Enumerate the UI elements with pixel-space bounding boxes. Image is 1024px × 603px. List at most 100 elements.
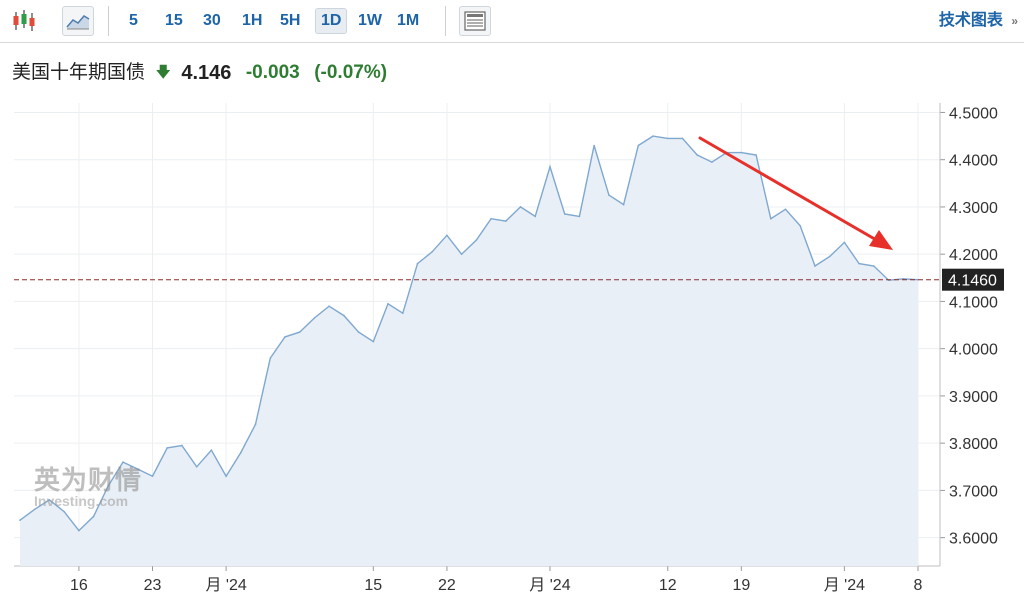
y-tick-label: 4.0000 <box>949 342 998 359</box>
data-point <box>196 466 198 468</box>
data-point <box>417 263 419 265</box>
x-tick-label: 12 <box>659 577 677 594</box>
x-tick-label: 月 '24 <box>205 577 246 594</box>
data-point <box>770 218 772 220</box>
x-tick-label: 22 <box>438 577 456 594</box>
x-tick-label: 月 '24 <box>529 577 570 594</box>
data-point <box>166 447 168 449</box>
chart-toolbar: 5 15 30 1H 5H 1D 1W 1M 技术图表 » <box>0 0 1024 43</box>
data-point <box>343 315 345 317</box>
quote-header: 美国十年期国债 🡇 4.146 -0.003 (-0.07%) <box>12 59 387 87</box>
x-tick-label: 15 <box>364 577 382 594</box>
tech-chart-label: 技术图表 <box>939 12 1003 29</box>
timeframe-1h-button[interactable]: 1H <box>237 8 267 34</box>
area-chart-icon[interactable] <box>62 6 94 36</box>
investing-watermark: 英为财情 Investing.com <box>34 460 142 509</box>
tech-chart-link[interactable]: 技术图表 » <box>939 8 1018 34</box>
data-point <box>93 516 95 518</box>
y-tick-label: 4.2000 <box>949 247 998 264</box>
candlestick-icon[interactable] <box>8 6 40 36</box>
toolbar-separator <box>108 6 109 36</box>
data-point <box>682 138 684 140</box>
data-point <box>741 152 743 154</box>
data-point <box>564 213 566 215</box>
data-point <box>255 424 257 426</box>
timeframe-5h-button[interactable]: 5H <box>275 8 305 34</box>
data-point <box>667 138 669 140</box>
y-tick-label: 3.9000 <box>949 389 998 406</box>
timeframe-1w-button[interactable]: 1W <box>353 8 387 34</box>
data-point <box>63 511 65 513</box>
data-point <box>402 312 404 314</box>
y-tick-label: 4.5000 <box>949 105 998 122</box>
data-point <box>299 331 301 333</box>
x-tick-label: 19 <box>732 577 750 594</box>
y-tick-label: 3.6000 <box>949 531 998 548</box>
yield-area-chart: 4.5000 4.4000 4.3000 4.2000 4.1000 4.0000 3.90… <box>0 95 1024 603</box>
y-tick-label: 4.4000 <box>949 153 998 170</box>
data-point <box>270 357 272 359</box>
data-point <box>593 145 595 147</box>
data-point <box>490 218 492 220</box>
watermark-cn: 英为财情 <box>34 460 142 497</box>
data-point <box>755 154 757 156</box>
data-point <box>549 166 551 168</box>
chevron-right-icon: » <box>1011 14 1018 28</box>
data-point <box>181 445 183 447</box>
data-point <box>358 331 360 333</box>
data-point <box>431 251 433 253</box>
data-point <box>78 530 80 532</box>
price-change: -0.003 <box>246 59 300 87</box>
instrument-name: 美国十年期国债 <box>12 59 145 87</box>
data-point <box>461 253 463 255</box>
arrow-down-icon: 🡇 <box>155 59 170 87</box>
data-point <box>814 265 816 267</box>
timeframe-15-button[interactable]: 15 <box>160 8 188 34</box>
y-tick-label: 3.8000 <box>949 436 998 453</box>
news-layout-icon[interactable] <box>459 6 491 36</box>
data-point <box>476 239 478 241</box>
timeframe-30-button[interactable]: 30 <box>198 8 226 34</box>
data-point <box>844 242 846 244</box>
data-point <box>211 449 213 451</box>
x-tick-label: 16 <box>70 577 88 594</box>
x-tick-label: 23 <box>144 577 162 594</box>
x-tick-label: 月 '24 <box>824 577 865 594</box>
data-point <box>534 216 536 218</box>
price-change-percent: (-0.07%) <box>314 59 387 87</box>
current-price-label: 4.1460 <box>948 273 997 290</box>
last-price: 4.146 <box>181 59 231 87</box>
data-point <box>711 161 713 163</box>
data-point <box>799 225 801 227</box>
timeframe-1d-button[interactable]: 1D <box>315 8 347 34</box>
data-point <box>240 452 242 454</box>
watermark-en: Investing.com <box>34 493 142 509</box>
y-tick-label: 3.7000 <box>949 483 998 500</box>
data-point <box>520 206 522 208</box>
data-point <box>19 519 21 521</box>
data-point <box>328 305 330 307</box>
toolbar-separator <box>445 6 446 36</box>
timeframe-5-button[interactable]: 5 <box>124 8 143 34</box>
data-point <box>829 256 831 258</box>
data-point <box>284 336 286 338</box>
data-point <box>314 317 316 319</box>
data-point <box>387 303 389 305</box>
data-point <box>225 475 227 477</box>
data-point <box>505 220 507 222</box>
data-point <box>152 475 154 477</box>
data-point <box>623 204 625 206</box>
data-point <box>579 216 581 218</box>
x-tick-label: 8 <box>914 577 923 594</box>
data-point <box>608 194 610 196</box>
data-point <box>638 145 640 147</box>
data-point <box>652 135 654 137</box>
annotation-arrow-head <box>869 230 893 250</box>
data-point <box>858 263 860 265</box>
y-tick-label: 4.1000 <box>949 294 998 311</box>
data-point <box>373 341 375 343</box>
data-point <box>446 235 448 237</box>
data-point <box>785 209 787 211</box>
series-area-fill <box>20 136 918 566</box>
timeframe-1m-button[interactable]: 1M <box>392 8 424 34</box>
